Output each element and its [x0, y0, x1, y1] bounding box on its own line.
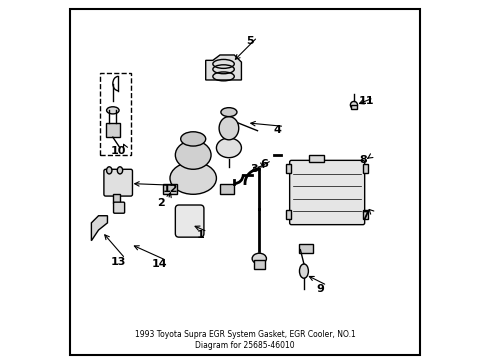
Bar — [286, 164, 292, 173]
Text: 7: 7 — [361, 211, 368, 221]
Text: 4: 4 — [273, 125, 281, 135]
Text: 8: 8 — [359, 156, 367, 165]
Bar — [363, 164, 368, 173]
Ellipse shape — [170, 162, 217, 194]
Text: 6: 6 — [261, 159, 269, 169]
Text: 11: 11 — [359, 96, 374, 107]
Bar — [113, 194, 120, 203]
Ellipse shape — [221, 108, 237, 117]
Ellipse shape — [350, 102, 358, 109]
FancyBboxPatch shape — [175, 205, 204, 237]
Ellipse shape — [175, 141, 211, 169]
Ellipse shape — [252, 253, 267, 264]
FancyBboxPatch shape — [114, 202, 124, 213]
Text: 2: 2 — [157, 198, 165, 208]
Bar — [286, 210, 292, 219]
Ellipse shape — [107, 107, 119, 114]
Bar — [298, 244, 313, 253]
Ellipse shape — [219, 117, 239, 140]
Text: 1: 1 — [196, 230, 204, 240]
Bar — [220, 184, 234, 194]
Text: 5: 5 — [246, 36, 254, 46]
Text: 9: 9 — [316, 284, 324, 294]
Bar — [309, 155, 323, 162]
Text: 13: 13 — [111, 257, 126, 267]
Bar — [163, 184, 177, 194]
FancyBboxPatch shape — [104, 169, 132, 196]
Text: 1993 Toyota Supra EGR System Gasket, EGR Cooler, NO.1
Diagram for 25685-46010: 1993 Toyota Supra EGR System Gasket, EGR… — [135, 330, 355, 350]
Text: 14: 14 — [151, 259, 167, 269]
Bar — [254, 260, 265, 269]
Text: 10: 10 — [111, 147, 126, 157]
Ellipse shape — [299, 264, 308, 278]
Bar — [106, 123, 120, 137]
FancyBboxPatch shape — [290, 160, 365, 225]
Text: 3: 3 — [250, 164, 258, 174]
Text: 12: 12 — [162, 184, 178, 194]
Bar — [351, 105, 357, 109]
Ellipse shape — [181, 132, 206, 146]
Ellipse shape — [107, 167, 112, 174]
Ellipse shape — [117, 167, 122, 174]
Polygon shape — [92, 216, 107, 241]
Ellipse shape — [217, 138, 242, 158]
Bar — [363, 210, 368, 219]
Polygon shape — [206, 55, 242, 80]
Bar — [100, 73, 131, 155]
